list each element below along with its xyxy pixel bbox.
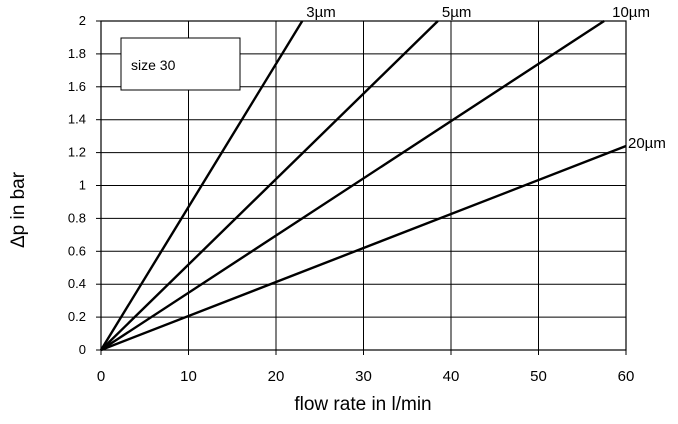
y-tick-label: 1 (79, 178, 86, 193)
x-tick-label: 10 (180, 368, 197, 385)
x-tick-label: 20 (268, 368, 285, 385)
y-tick-label: 1.4 (68, 112, 86, 127)
y-tick-label: 1.6 (68, 79, 86, 94)
series-label: 10µm (612, 4, 650, 21)
annotation-text: size 30 (131, 57, 176, 73)
y-tick-label: 0 (79, 342, 86, 357)
series-labels: 3µm 5µm 10µm 20µm (306, 4, 666, 152)
series-label: 3µm (306, 4, 335, 21)
x-tick-label: 0 (97, 368, 105, 385)
y-tick-label: 2 (79, 13, 86, 28)
x-axis-label: flow rate in l/min (294, 394, 431, 415)
annotation: size 30 (121, 38, 240, 90)
y-tick-label: 1.2 (68, 145, 86, 160)
y-tick-label: 0.8 (68, 210, 86, 225)
x-tick-label: 30 (355, 368, 372, 385)
x-tick-label: 60 (618, 368, 635, 385)
x-tick-label: 50 (530, 368, 547, 385)
series-label: 5µm (442, 4, 471, 21)
y-tick-label: 0.2 (68, 309, 86, 324)
y-tick-label: 1.8 (68, 46, 86, 61)
y-tick-label: 0.6 (68, 243, 86, 258)
y-axis-label: Δp in bar (8, 171, 29, 248)
series-label: 20µm (628, 135, 666, 152)
x-tick-label: 40 (443, 368, 460, 385)
y-tick-label: 0.4 (68, 276, 86, 291)
